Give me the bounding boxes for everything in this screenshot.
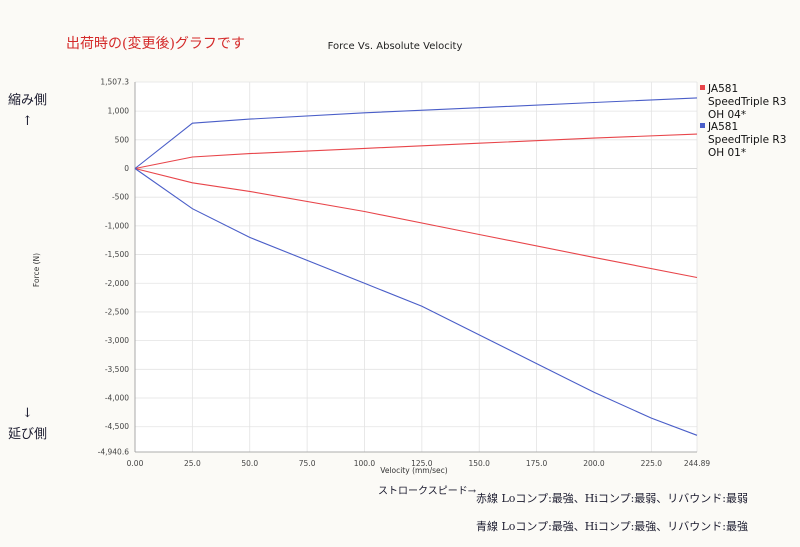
series-1-line-compression <box>134 133 698 170</box>
y-tick-label: -4,000 <box>105 394 129 403</box>
legend-label-1: JA581 <box>707 83 738 95</box>
tick-labels: 1,507.3 1,000 500 0 -500 -1,000 -1,500 -2,000 -2… <box>98 78 711 469</box>
series-lines <box>134 97 698 436</box>
y-tick-label: 1,507.3 <box>100 78 129 87</box>
red-line-note: 赤線 Loコンプ:最強、Hiコンプ:最弱、リバウンド:最弱 <box>476 491 748 505</box>
y-tick-label: -500 <box>112 193 129 202</box>
x-tick-label: 0.00 <box>127 459 144 468</box>
y-tick-label: -4,500 <box>105 422 129 431</box>
x-tick-label: 175.0 <box>526 459 548 468</box>
x-tick-label: 150.0 <box>468 459 490 468</box>
y-tick-label: 0 <box>124 164 129 173</box>
y-axis-label: Force (N) <box>32 253 41 287</box>
y-tick-label: -3,000 <box>105 336 129 345</box>
x-tick-label: 75.0 <box>299 459 316 468</box>
x-tick-label: 25.0 <box>184 459 201 468</box>
plot-background <box>135 82 697 452</box>
stroke-speed-annotation: ストロークスピード→ <box>378 485 477 497</box>
x-axis-label: Velocity (mm/sec) <box>380 466 448 475</box>
y-tick-label: -3,500 <box>105 365 129 374</box>
y-tick-label: -1,500 <box>105 250 129 259</box>
chart-title: Force Vs. Absolute Velocity <box>328 41 463 52</box>
x-tick-label: 100.0 <box>354 459 376 468</box>
legend-label-2: JA581 <box>707 121 738 133</box>
compression-side-annotation: 縮み側 <box>8 92 47 108</box>
series-2-line-compression <box>134 97 698 169</box>
legend-swatch-1 <box>700 85 705 90</box>
up-arrow-annotation: ↑ <box>22 114 33 129</box>
series-2-line-extension <box>134 168 698 436</box>
x-tick-label: 225.0 <box>641 459 663 468</box>
x-tick-label: 50.0 <box>241 459 258 468</box>
legend-label-2: OH 01* <box>708 147 746 159</box>
top-note-annotation: 出荷時の(変更後)グラフです <box>66 35 245 52</box>
x-tick-label: 200.0 <box>583 459 605 468</box>
x-tick-label: 125.0 <box>411 459 433 468</box>
x-tick-label: 244.89 <box>684 459 710 468</box>
axes <box>134 82 697 453</box>
y-tick-label: -2,500 <box>105 307 129 316</box>
chart-area: 1,507.3 1,000 500 0 -500 -1,000 -1,500 -2,000 -2… <box>98 78 787 469</box>
y-tick-label: -1,000 <box>105 221 129 230</box>
extension-side-annotation: 延び側 <box>8 427 47 442</box>
down-arrow-annotation: ↓ <box>22 406 33 421</box>
blue-line-note: 青線 Loコンプ:最強、Hiコンプ:最強、リバウンド:最強 <box>476 519 748 533</box>
y-tick-label: -2,000 <box>105 279 129 288</box>
legend-label-2: SpeedTriple R3 <box>708 134 786 146</box>
y-tick-label: 500 <box>115 135 130 144</box>
legend-label-1: OH 04* <box>708 109 746 121</box>
legend-swatch-2 <box>700 123 705 128</box>
legend-label-1: SpeedTriple R3 <box>708 96 786 108</box>
series-1-line-extension <box>134 167 698 279</box>
y-tick-label: 1,000 <box>108 107 130 116</box>
y-tick-label: -4,940.6 <box>98 448 130 457</box>
